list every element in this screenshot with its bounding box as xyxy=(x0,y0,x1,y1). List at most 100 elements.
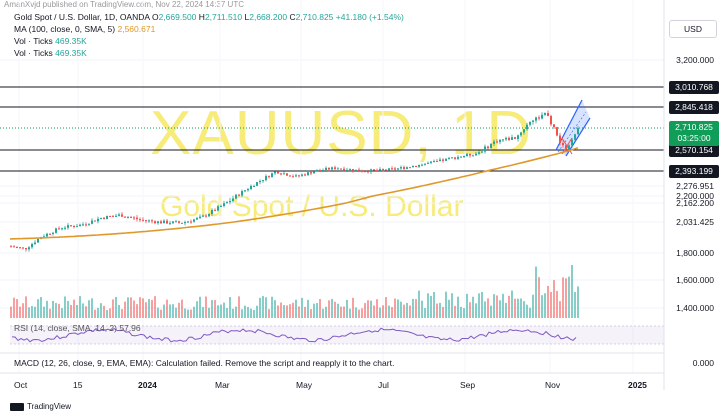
candle-body xyxy=(391,168,393,170)
candle-body xyxy=(52,232,54,234)
time-tick-label: 2024 xyxy=(138,380,157,390)
candle-body xyxy=(331,167,333,170)
candle-body xyxy=(319,169,321,171)
volume-bar xyxy=(349,308,351,318)
volume-bar xyxy=(328,300,330,318)
volume-bar xyxy=(166,299,168,318)
rsi-legend[interactable]: RSI (14, close, SMA, 14, 2) 57.96 xyxy=(14,323,141,333)
candle-body xyxy=(130,216,132,218)
candle-body xyxy=(154,221,156,224)
candle-body xyxy=(526,124,528,130)
candle-body xyxy=(475,153,477,156)
candle-body xyxy=(343,168,345,171)
volume-bar xyxy=(112,299,114,318)
volume-bar xyxy=(313,303,315,318)
volume-bar xyxy=(160,309,162,318)
candle-body xyxy=(388,168,390,171)
candle-body xyxy=(46,233,48,237)
volume-bar xyxy=(100,303,102,318)
volume-bar xyxy=(283,305,285,318)
candle-body xyxy=(115,215,117,217)
candle-body xyxy=(349,169,351,171)
volume-bar xyxy=(88,300,90,318)
candle-body xyxy=(13,246,15,248)
volume-bar xyxy=(64,296,66,318)
volume-bar xyxy=(436,303,438,318)
price-tick-label: 1,400.000 xyxy=(676,303,714,313)
candle-body xyxy=(226,202,228,204)
candle-body xyxy=(187,221,189,223)
volume-bar xyxy=(82,303,84,318)
candle-body xyxy=(328,167,330,170)
volume-bar xyxy=(544,293,546,318)
candle-body xyxy=(58,228,60,230)
candle-body xyxy=(568,145,570,151)
ohlc-close: C2,710.825 xyxy=(289,12,334,22)
volume-bar xyxy=(364,303,366,318)
macd-legend[interactable]: MACD (12, 26, close, 9, EMA, EMA): Calcu… xyxy=(14,358,395,368)
volume-bar xyxy=(466,293,468,318)
vol-legend-2[interactable]: Vol · Ticks 469.35K xyxy=(14,48,87,58)
vol-value: 469.35K xyxy=(55,36,87,46)
tradingview-logo-icon xyxy=(10,402,24,411)
volume-bar xyxy=(415,299,417,318)
brand-name: TradingView xyxy=(27,402,72,411)
candle-body xyxy=(73,226,75,228)
volume-bar xyxy=(568,276,570,318)
candle-body xyxy=(79,224,81,227)
candle-body xyxy=(559,135,561,144)
volume-bar xyxy=(538,277,540,318)
volume-bar xyxy=(517,298,519,318)
volume-bar xyxy=(16,299,18,318)
volume-bar xyxy=(79,296,81,318)
tradingview-brand[interactable]: TradingView xyxy=(10,402,71,411)
candle-body xyxy=(514,137,516,139)
candle-body xyxy=(355,169,357,171)
ohlc-low: L2,668.200 xyxy=(244,12,288,22)
volume-bar xyxy=(31,306,33,318)
candle-body xyxy=(523,129,525,133)
ma-legend[interactable]: MA (100, close, 0, SMA, 5) 2,560.671 xyxy=(14,24,155,34)
volume-bar xyxy=(253,309,255,318)
volume-bar xyxy=(526,304,528,318)
ma-value: 2,560.671 xyxy=(117,24,156,34)
volume-bar xyxy=(187,309,189,318)
volume-bar xyxy=(361,308,363,318)
volume-bar xyxy=(163,304,165,318)
volume-bar xyxy=(121,309,123,318)
volume-bar xyxy=(478,293,480,318)
candle-body xyxy=(358,169,360,171)
symbol-title[interactable]: Gold Spot / U.S. Dollar, 1D, OANDA xyxy=(14,12,150,22)
volume-bar xyxy=(289,304,291,318)
volume-bar xyxy=(34,306,36,318)
candle-body xyxy=(577,128,579,135)
volume-bar xyxy=(52,300,54,318)
volume-bar xyxy=(214,300,216,318)
time-tick-label: Jul xyxy=(378,380,389,390)
candle-body xyxy=(31,243,33,248)
currency-button[interactable]: USD xyxy=(669,20,717,38)
horizontal-levels xyxy=(0,86,664,172)
volume-bar xyxy=(325,306,327,318)
candle-body xyxy=(352,169,354,171)
volume-bar xyxy=(73,299,75,318)
candle-body xyxy=(22,247,24,249)
candle-body xyxy=(256,182,258,186)
vol-label: Vol · Ticks xyxy=(14,48,53,58)
volume-bar xyxy=(202,307,204,318)
candle-body xyxy=(217,206,219,211)
candle-body xyxy=(295,175,297,177)
volume-bar xyxy=(145,302,147,318)
volume-bar xyxy=(241,309,243,318)
volume-bar xyxy=(388,305,390,318)
symbol-legend[interactable]: Gold Spot / U.S. Dollar, 1D, OANDA O2,66… xyxy=(14,12,404,22)
volume-bar xyxy=(355,307,357,318)
candle-body xyxy=(427,162,429,164)
candle-body xyxy=(430,161,432,163)
candle-body xyxy=(553,124,555,128)
vol-legend-1[interactable]: Vol · Ticks 469.35K xyxy=(14,36,87,46)
volume-bar xyxy=(97,307,99,318)
volume-bar xyxy=(262,296,264,318)
